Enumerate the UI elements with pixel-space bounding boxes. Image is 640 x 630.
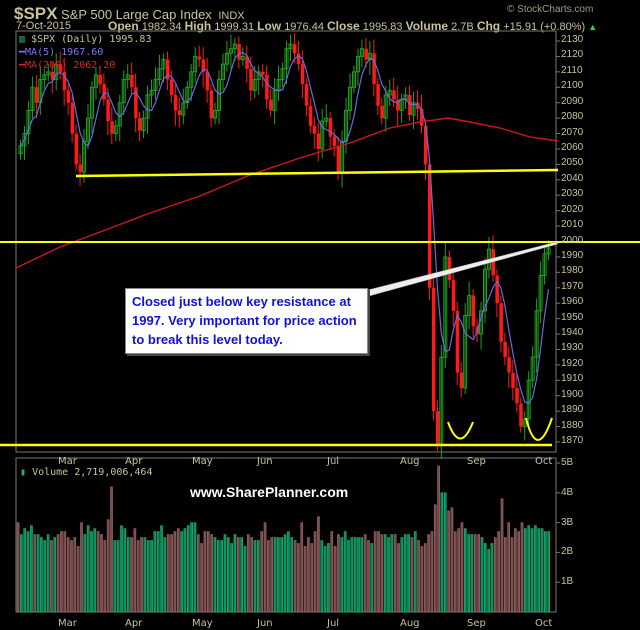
- y-tick-label: 1880: [561, 419, 584, 431]
- y-tick-label: 2060: [561, 141, 584, 153]
- y-tick-label: 1940: [561, 327, 584, 339]
- high-label: High: [184, 19, 212, 33]
- y-tick-label: 2030: [561, 188, 584, 200]
- y-tick-label: 2120: [561, 49, 584, 61]
- volume-tick-label: 2B: [561, 546, 574, 558]
- chart-title: $SPX S&P 500 Large Cap Index INDX: [14, 4, 245, 24]
- volume-tick-label: 4B: [561, 486, 574, 498]
- x-tick-label: May: [192, 618, 213, 629]
- y-tick-label: 2070: [561, 126, 584, 138]
- volume-tick-label: 1B: [561, 576, 574, 588]
- y-tick-label: 1970: [561, 280, 584, 292]
- close-label: Close: [327, 19, 360, 33]
- candle-icon: ▥: [19, 34, 26, 45]
- volume-legend-label: Volume 2,719,006,464: [32, 467, 153, 478]
- y-tick-label: 2110: [561, 64, 583, 76]
- x-tick-label: Apr: [125, 618, 143, 629]
- x-tick-label: Oct: [535, 618, 553, 629]
- x-tick-label: Jul: [327, 456, 340, 467]
- y-tick-label: 1900: [561, 388, 584, 400]
- ohlc-stats: Open 1982.34 High 1999.31 Low 1976.44 Cl…: [108, 19, 597, 33]
- copyright: © StockCharts.com: [507, 4, 594, 15]
- y-tick-label: 2080: [561, 111, 584, 123]
- x-tick-label: Sep: [467, 456, 486, 467]
- legend-ma200: MA(200) 2062.20: [25, 60, 116, 71]
- x-tick-label: Mar: [58, 456, 77, 467]
- chg-label: Chg: [476, 19, 501, 33]
- ma200-line-icon: ━: [19, 60, 26, 71]
- x-tick-label: Jul: [327, 618, 340, 629]
- symbol: $SPX: [14, 4, 58, 23]
- y-tick-label: 1930: [561, 342, 584, 354]
- y-tick-label: 1950: [561, 311, 584, 323]
- x-tick-label: Sep: [467, 618, 486, 629]
- x-tick-label: Jun: [257, 618, 273, 629]
- ma5-line-icon: ━: [19, 47, 26, 58]
- y-tick-label: 1980: [561, 265, 584, 277]
- watermark: www.SharePlanner.com: [190, 484, 349, 500]
- x-tick-label: Apr: [125, 456, 143, 467]
- chart-date: 7-Oct-2015: [16, 20, 72, 32]
- y-tick-label: 2130: [561, 34, 584, 45]
- volume-tick-label: 5B: [561, 457, 574, 468]
- up-triangle-icon: ▲: [588, 22, 598, 32]
- chg-value: +15.91 (+0.80%): [503, 21, 586, 33]
- legend-price: $SPX (Daily) 1995.83: [31, 34, 152, 45]
- close-value: 1995.83: [362, 21, 403, 33]
- y-tick-label: 1960: [561, 296, 584, 308]
- low-label: Low: [257, 19, 282, 33]
- y-tick-label: 1920: [561, 357, 584, 369]
- volume-legend: ▮ Volume 2,719,006,464: [20, 467, 152, 478]
- legend-ma5: MA(5) 1967.60: [25, 47, 104, 58]
- annotation-callout: Closed just below key resistance at 1997…: [125, 288, 368, 354]
- y-tick-label: 1910: [561, 373, 584, 385]
- y-tick-label: 2010: [561, 219, 584, 231]
- y-tick-label: 1890: [561, 404, 584, 416]
- x-tick-label: Jun: [257, 456, 273, 467]
- y-tick-label: 1990: [561, 249, 584, 261]
- price-legend: ▥ $SPX (Daily) 1995.83 ━MA(5) 1967.60 ━M…: [19, 33, 151, 72]
- volume-value: 2.7B: [451, 21, 474, 33]
- open-value: 1982.34: [141, 21, 182, 33]
- y-tick-label: 2040: [561, 172, 584, 184]
- high-value: 1999.31: [214, 21, 255, 33]
- volume-label: Volume: [405, 19, 449, 33]
- y-tick-label: 2020: [561, 203, 584, 215]
- volume-tick-label: 3B: [561, 516, 574, 528]
- x-tick-label: May: [192, 456, 213, 467]
- low-value: 1976.44: [284, 21, 324, 33]
- y-tick-label: 2000: [561, 234, 584, 246]
- x-tick-label: Oct: [535, 456, 553, 467]
- x-tick-label: Aug: [400, 456, 420, 467]
- exchange: INDX: [218, 10, 245, 22]
- y-tick-label: 2090: [561, 95, 584, 107]
- x-tick-label: Aug: [400, 618, 420, 629]
- symbol-description: S&P 500 Large Cap Index: [60, 7, 212, 22]
- x-tick-label: Mar: [58, 618, 77, 629]
- open-label: Open: [108, 19, 139, 33]
- y-tick-label: 2100: [561, 80, 584, 92]
- y-tick-label: 2050: [561, 157, 584, 169]
- y-tick-label: 1870: [561, 435, 584, 446]
- volume-bars-icon: ▮: [20, 467, 27, 478]
